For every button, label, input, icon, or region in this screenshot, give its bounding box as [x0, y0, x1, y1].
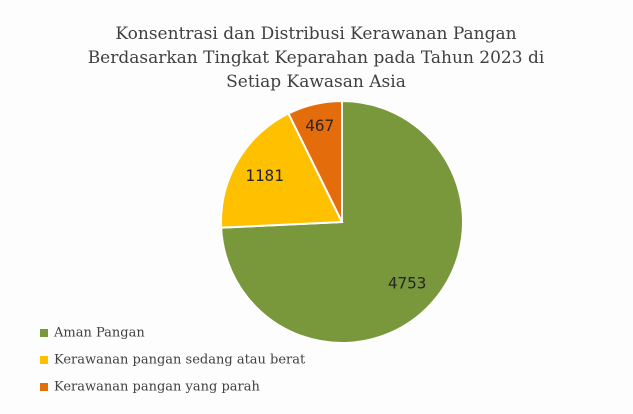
pie-slice — [287, 99, 343, 223]
legend-swatch — [40, 329, 48, 337]
data-label: 4753 — [388, 274, 427, 293]
legend-label: Aman Pangan — [53, 326, 145, 341]
legend-label: Kerawanan pangan yang parah — [54, 380, 261, 395]
chart-title: Konsentrasi dan Distribusi Kerawanan Pan… — [87, 24, 545, 92]
legend-label: Kerawanan pangan sedang atau berat — [54, 353, 306, 368]
legend-swatch — [40, 383, 48, 391]
legend-swatch — [40, 356, 48, 364]
data-label: 467 — [305, 116, 334, 135]
data-label: 1181 — [245, 166, 284, 185]
pie-slice — [220, 112, 344, 229]
